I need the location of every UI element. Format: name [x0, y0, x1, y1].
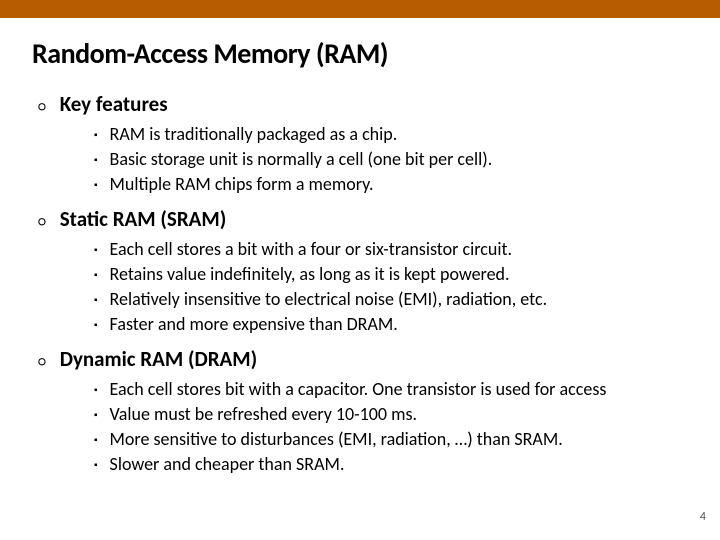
section-key-features: ○ Key features ▪ RAM is traditionally pa… [32, 91, 688, 196]
list-item: ▪ RAM is traditionally packaged as a chi… [94, 123, 688, 146]
top-accent-bar [0, 0, 720, 18]
square-bullet-icon: ▪ [94, 130, 98, 140]
square-bullet-icon: ▪ [94, 180, 98, 190]
section-heading-row: ○ Key features [32, 91, 688, 117]
list-item: ▪ Value must be refreshed every 10-100 m… [94, 403, 688, 426]
square-bullet-icon: ▪ [94, 295, 98, 305]
square-bullet-icon: ▪ [94, 155, 98, 165]
list-item: ▪ Each cell stores a bit with a four or … [94, 238, 688, 261]
square-bullet-icon: ▪ [94, 245, 98, 255]
circle-bullet-icon: ○ [38, 355, 46, 369]
slide-content: Random-Access Memory (RAM) ○ Key feature… [0, 18, 720, 476]
square-bullet-icon: ▪ [94, 435, 98, 445]
square-bullet-icon: ▪ [94, 460, 98, 470]
list-item: ▪ More sensitive to disturbances (EMI, r… [94, 428, 688, 451]
list-item: ▪ Basic storage unit is normally a cell … [94, 148, 688, 171]
section-static-ram: ○ Static RAM (SRAM) ▪ Each cell stores a… [32, 206, 688, 336]
list-item: ▪ Faster and more expensive than DRAM. [94, 313, 688, 336]
list-item-text: More sensitive to disturbances (EMI, rad… [110, 428, 563, 451]
list-item-text: Each cell stores a bit with a four or si… [110, 238, 512, 261]
circle-bullet-icon: ○ [38, 215, 46, 229]
slide-title: Random-Access Memory (RAM) [32, 36, 688, 71]
sub-list: ▪ Each cell stores bit with a capacitor.… [94, 378, 688, 476]
sub-list: ▪ Each cell stores a bit with a four or … [94, 238, 688, 336]
list-item-text: Slower and cheaper than SRAM. [110, 453, 345, 476]
square-bullet-icon: ▪ [94, 270, 98, 280]
section-heading-row: ○ Static RAM (SRAM) [32, 206, 688, 232]
list-item: ▪ Multiple RAM chips form a memory. [94, 173, 688, 196]
section-heading-row: ○ Dynamic RAM (DRAM) [32, 346, 688, 372]
square-bullet-icon: ▪ [94, 410, 98, 420]
list-item-text: RAM is traditionally packaged as a chip. [110, 123, 398, 146]
list-item-text: Multiple RAM chips form a memory. [110, 173, 374, 196]
section-heading: Key features [60, 91, 168, 117]
list-item-text: Each cell stores bit with a capacitor. O… [110, 378, 607, 401]
circle-bullet-icon: ○ [38, 100, 46, 114]
list-item-text: Relatively insensitive to electrical noi… [110, 288, 548, 311]
list-item-text: Faster and more expensive than DRAM. [110, 313, 398, 336]
section-heading: Dynamic RAM (DRAM) [60, 346, 257, 372]
list-item: ▪ Slower and cheaper than SRAM. [94, 453, 688, 476]
list-item-text: Value must be refreshed every 10-100 ms. [110, 403, 418, 426]
square-bullet-icon: ▪ [94, 385, 98, 395]
list-item: ▪ Each cell stores bit with a capacitor.… [94, 378, 688, 401]
section-dynamic-ram: ○ Dynamic RAM (DRAM) ▪ Each cell stores … [32, 346, 688, 476]
section-heading: Static RAM (SRAM) [60, 206, 227, 232]
page-number: 4 [700, 510, 706, 524]
square-bullet-icon: ▪ [94, 320, 98, 330]
list-item-text: Retains value indefinitely, as long as i… [110, 263, 510, 286]
list-item: ▪ Relatively insensitive to electrical n… [94, 288, 688, 311]
list-item-text: Basic storage unit is normally a cell (o… [110, 148, 493, 171]
list-item: ▪ Retains value indefinitely, as long as… [94, 263, 688, 286]
sub-list: ▪ RAM is traditionally packaged as a chi… [94, 123, 688, 196]
